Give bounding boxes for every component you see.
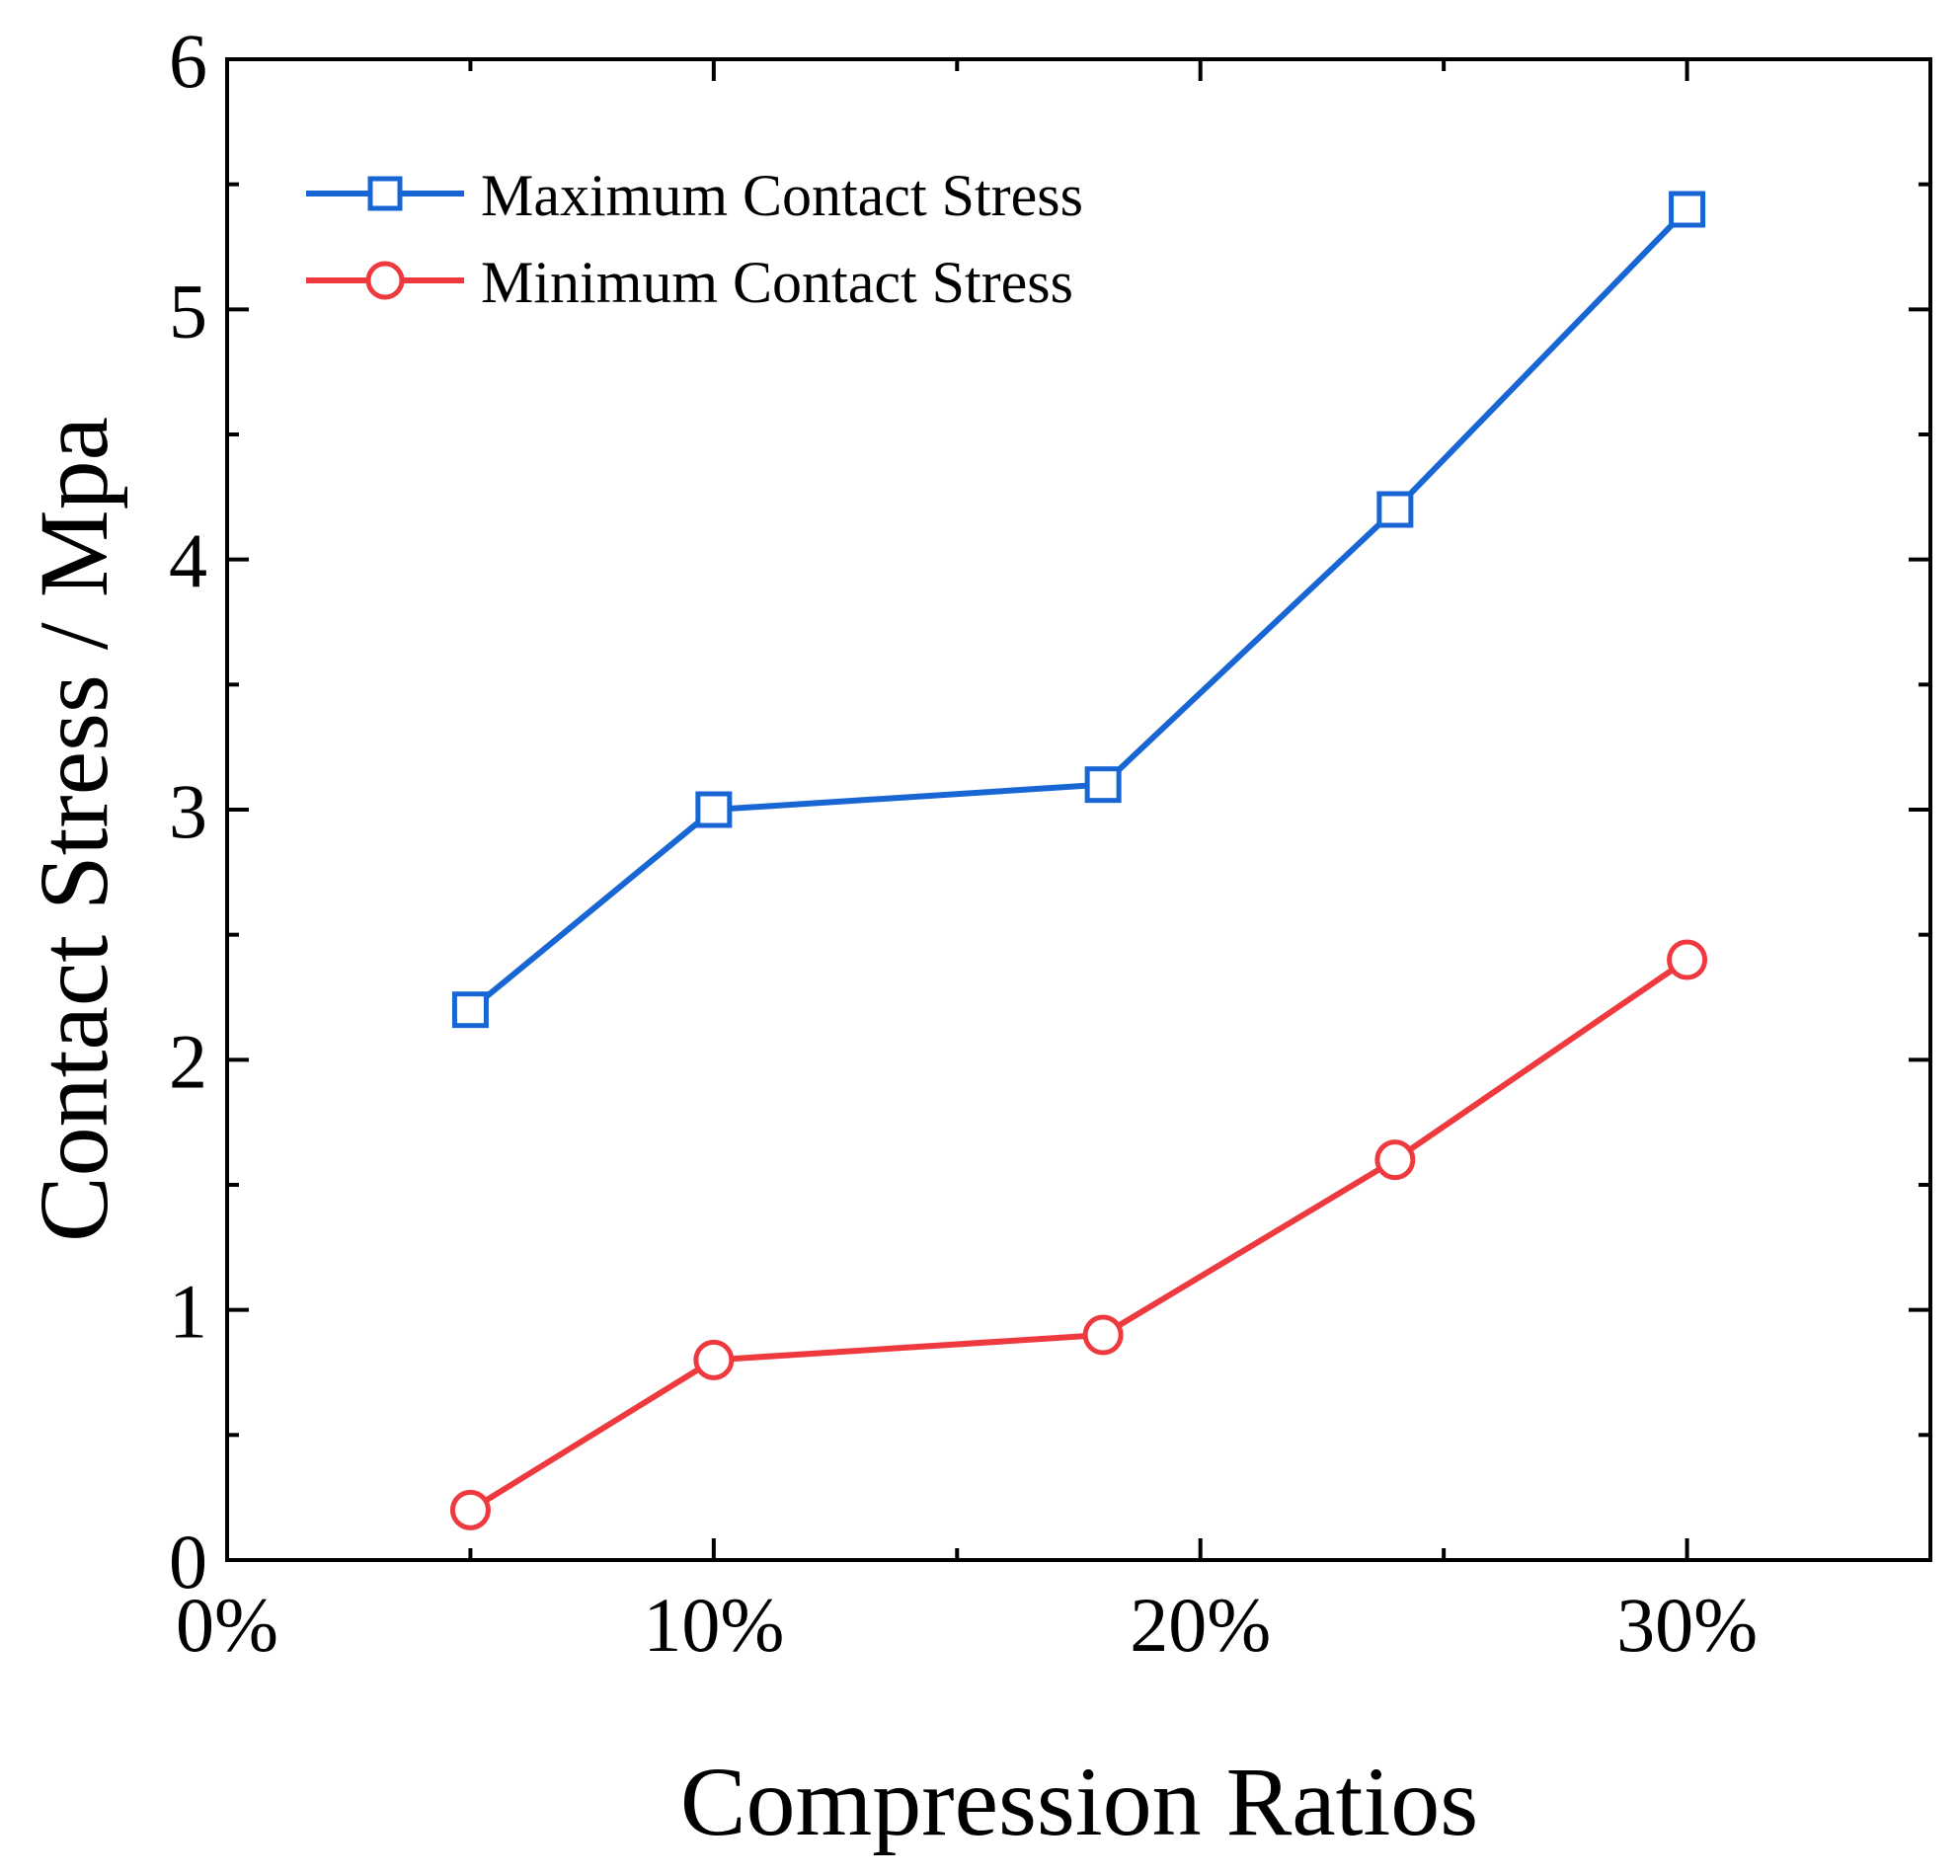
data-point-minimum-contact-stress xyxy=(1667,939,1708,980)
data-point-maximum-contact-stress xyxy=(1669,191,1706,228)
series-markers xyxy=(449,191,1708,1530)
x-tick-label: 10% xyxy=(643,1582,784,1668)
series-line-maximum-contact-stress xyxy=(468,206,1689,1012)
y-axis-title: Contact Stress / Mpa xyxy=(19,417,128,1242)
legend-label-minimum-contact-stress: Minimum Contact Stress xyxy=(481,250,1073,315)
x-tick-labels: 0% 10% 20% 30% xyxy=(176,1582,1758,1668)
data-point-maximum-contact-stress xyxy=(451,991,489,1029)
data-point-minimum-contact-stress xyxy=(1082,1314,1124,1356)
y-tick-label: 3 xyxy=(169,768,207,854)
x-tick-label: 0% xyxy=(176,1582,278,1668)
series-lines xyxy=(468,206,1689,1513)
plot-frame xyxy=(225,57,1932,1562)
data-point-maximum-contact-stress xyxy=(695,791,733,828)
legend-label-maximum-contact-stress: Maximum Contact Stress xyxy=(481,163,1083,228)
data-point-minimum-contact-stress xyxy=(449,1489,491,1530)
data-point-maximum-contact-stress xyxy=(1376,491,1414,528)
data-point-minimum-contact-stress xyxy=(693,1339,735,1380)
x-axis-title: Compression Ratios xyxy=(680,1747,1478,1856)
legend-marker-maximum-contact-stress xyxy=(367,176,403,211)
y-tick-label: 0 xyxy=(169,1519,207,1604)
x-tick-label: 30% xyxy=(1616,1582,1758,1668)
y-tick-label: 2 xyxy=(169,1018,207,1104)
y-tick-label: 1 xyxy=(169,1269,207,1355)
y-tick-label: 6 xyxy=(169,18,207,104)
data-point-maximum-contact-stress xyxy=(1084,766,1122,804)
y-tick-label: 5 xyxy=(169,268,207,353)
legend: Maximum Contact Stress Minimum Contact S… xyxy=(306,163,1083,315)
legend-marker-minimum-contact-stress xyxy=(365,261,405,300)
y-tick-label: 4 xyxy=(169,518,207,604)
x-tick-label: 20% xyxy=(1130,1582,1271,1668)
series-line-minimum-contact-stress xyxy=(468,957,1689,1513)
y-tick-labels: 0 1 2 3 4 5 6 xyxy=(169,18,207,1604)
data-point-minimum-contact-stress xyxy=(1374,1139,1416,1181)
